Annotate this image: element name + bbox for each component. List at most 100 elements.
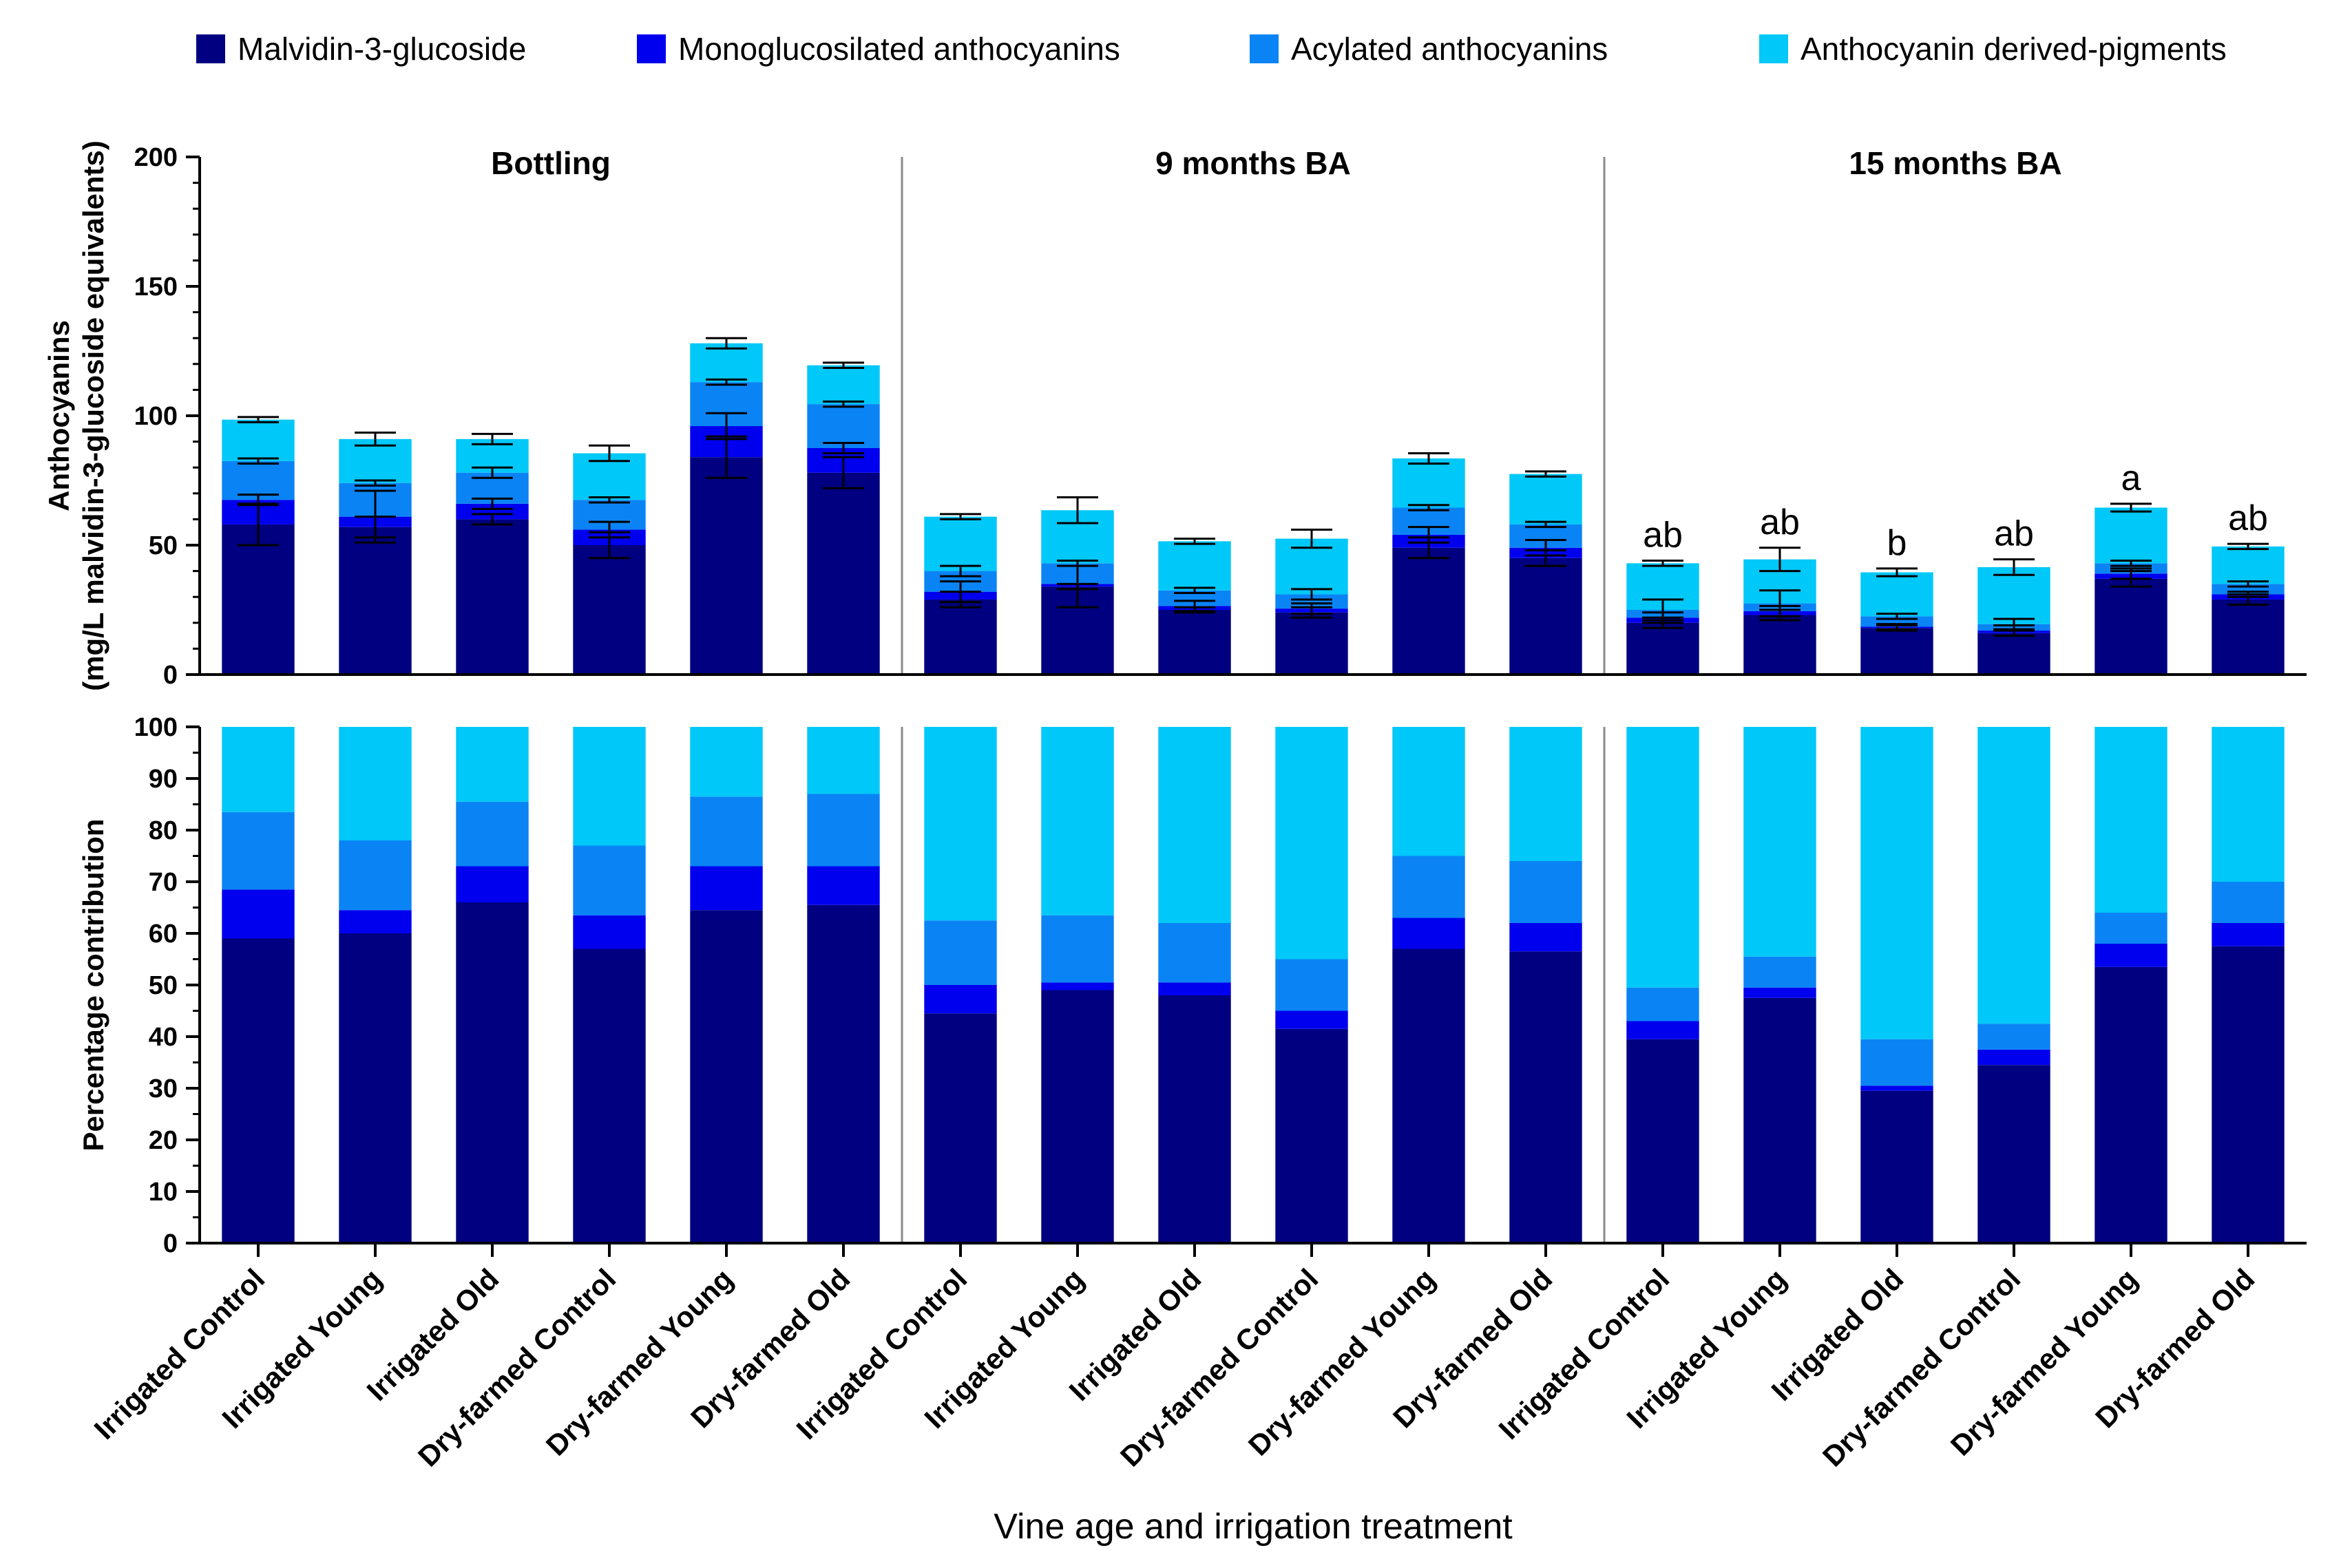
bar-percentage-6-series-2 bbox=[807, 866, 880, 905]
y-tick-label-percentage-10: 10 bbox=[149, 1178, 178, 1207]
bar-absolute-15-series-1 bbox=[1860, 628, 1933, 675]
bar-absolute-2-series-1 bbox=[339, 527, 412, 675]
y-tick-label-percentage-100: 100 bbox=[134, 713, 178, 742]
bar-percentage-11-series-3 bbox=[1392, 856, 1465, 918]
bar-absolute-11-series-1 bbox=[1392, 547, 1465, 675]
bar-percentage-8-series-3 bbox=[1041, 915, 1114, 983]
bar-percentage-2-series-4 bbox=[339, 727, 412, 840]
x-tick-label-4: Dry-farmed Control bbox=[412, 1262, 622, 1473]
legend-label-3: Acylated anthocyanins bbox=[1291, 31, 1608, 67]
bar-absolute-9-series-1 bbox=[1158, 610, 1231, 675]
bar-percentage-9-series-2 bbox=[1158, 982, 1231, 995]
bar-absolute-7-series-4 bbox=[924, 516, 997, 571]
bar-absolute-9-series-3 bbox=[1158, 590, 1231, 606]
significance-label-18: ab bbox=[2228, 498, 2268, 538]
y-tick-label-percentage-30: 30 bbox=[149, 1074, 178, 1103]
bar-percentage-3-series-4 bbox=[456, 727, 529, 802]
bar-absolute-12-series-4 bbox=[1509, 474, 1582, 525]
bar-absolute-1-series-1 bbox=[222, 524, 295, 675]
bar-percentage-11-series-1 bbox=[1392, 949, 1465, 1243]
bar-percentage-5-series-4 bbox=[690, 727, 763, 797]
bar-percentage-17-series-4 bbox=[2095, 727, 2167, 913]
bar-absolute-7-series-1 bbox=[924, 599, 997, 675]
bar-percentage-7-series-4 bbox=[924, 727, 997, 921]
panel-percentage: 0 10 20 30 40 50 60 70 80 90 100 Percentage contrib… bbox=[77, 713, 2307, 1258]
bar-absolute-6-series-3 bbox=[807, 404, 880, 448]
bar-absolute-6-series-4 bbox=[807, 365, 880, 405]
legend-swatch-2 bbox=[637, 34, 666, 63]
bar-percentage-18-series-1 bbox=[2212, 946, 2285, 1243]
y-tick-label-absolute-50: 50 bbox=[149, 531, 178, 560]
bar-percentage-4-series-4 bbox=[573, 727, 646, 846]
y-tick-label-percentage-60: 60 bbox=[149, 920, 178, 949]
bar-percentage-14-series-4 bbox=[1743, 727, 1816, 957]
bar-absolute-1-series-4 bbox=[222, 419, 295, 461]
bar-absolute-10-series-3 bbox=[1275, 594, 1348, 609]
bar-percentage-12-series-2 bbox=[1509, 923, 1582, 952]
bar-percentage-16-series-1 bbox=[1977, 1065, 2050, 1243]
legend-swatch-3 bbox=[1250, 34, 1279, 63]
bar-percentage-17-series-2 bbox=[2095, 944, 2167, 967]
bar-percentage-13-series-4 bbox=[1626, 727, 1699, 988]
bar-absolute-10-series-1 bbox=[1275, 612, 1348, 675]
y-tick-label-percentage-70: 70 bbox=[149, 868, 178, 897]
y-axis-title-line2-absolute: (mg/L malvidin-3-glucoside equivalents) bbox=[77, 140, 109, 691]
y-tick-label-percentage-0: 0 bbox=[163, 1229, 178, 1258]
bar-percentage-4-series-3 bbox=[573, 845, 646, 915]
bar-absolute-13-series-1 bbox=[1626, 622, 1699, 675]
bar-percentage-4-series-2 bbox=[573, 915, 646, 949]
y-axis-title-line1-absolute: Anthocyanins bbox=[43, 320, 75, 511]
bar-percentage-8-series-2 bbox=[1041, 982, 1114, 990]
y-tick-label-percentage-90: 90 bbox=[149, 765, 178, 794]
bar-absolute-6-series-1 bbox=[807, 472, 880, 675]
bar-percentage-10-series-4 bbox=[1275, 727, 1348, 960]
group-title-3: 15 months BA bbox=[1849, 145, 2061, 181]
bar-percentage-2-series-3 bbox=[339, 840, 412, 911]
bar-percentage-10-series-1 bbox=[1275, 1028, 1348, 1243]
bar-absolute-16-series-4 bbox=[1977, 566, 2050, 624]
bar-percentage-18-series-4 bbox=[2212, 727, 2285, 882]
bar-percentage-8-series-1 bbox=[1041, 990, 1114, 1243]
bar-percentage-12-series-1 bbox=[1509, 951, 1582, 1243]
bar-absolute-4-series-1 bbox=[573, 545, 646, 675]
bar-percentage-6-series-1 bbox=[807, 904, 880, 1243]
x-tick-label-16: Dry-farmed Control bbox=[1816, 1262, 2027, 1473]
x-axis-title: Vine age and irrigation treatment bbox=[994, 1507, 1513, 1547]
y-tick-label-percentage-50: 50 bbox=[149, 971, 178, 1000]
bar-absolute-11-series-4 bbox=[1392, 458, 1465, 508]
bar-absolute-17-series-1 bbox=[2095, 578, 2167, 675]
bar-percentage-12-series-4 bbox=[1509, 727, 1582, 861]
group-title-2: 9 months BA bbox=[1155, 145, 1351, 181]
significance-label-13: ab bbox=[1643, 516, 1683, 555]
bar-percentage-13-series-3 bbox=[1626, 987, 1699, 1021]
bar-percentage-7-series-3 bbox=[924, 920, 997, 985]
bar-percentage-6-series-4 bbox=[807, 727, 880, 794]
bar-percentage-17-series-1 bbox=[2095, 966, 2167, 1243]
bar-percentage-17-series-3 bbox=[2095, 913, 2167, 944]
significance-label-15: b bbox=[1887, 523, 1907, 563]
bar-percentage-15-series-2 bbox=[1860, 1085, 1933, 1091]
bar-percentage-15-series-3 bbox=[1860, 1039, 1933, 1086]
bar-percentage-13-series-2 bbox=[1626, 1021, 1699, 1039]
legend-swatch-4 bbox=[1759, 34, 1788, 63]
group-title-1: Bottling bbox=[491, 145, 611, 181]
significance-label-17: a bbox=[2121, 458, 2141, 498]
y-tick-label-percentage-20: 20 bbox=[149, 1126, 178, 1155]
legend: Malvidin-3-glucoside Monoglucosilated ant… bbox=[196, 31, 2227, 67]
bar-absolute-14-series-1 bbox=[1743, 615, 1816, 675]
significance-label-14: ab bbox=[1760, 502, 1800, 542]
bar-percentage-16-series-3 bbox=[1977, 1024, 2050, 1050]
bar-percentage-3-series-1 bbox=[456, 902, 529, 1243]
y-tick-label-absolute-150: 150 bbox=[134, 273, 178, 301]
bar-percentage-14-series-1 bbox=[1743, 997, 1816, 1243]
bar-percentage-14-series-2 bbox=[1743, 987, 1816, 998]
bar-percentage-12-series-3 bbox=[1509, 861, 1582, 923]
bar-percentage-10-series-3 bbox=[1275, 959, 1348, 1011]
panel-absolute: ab ab b ab a ab Bottling 9 months BA 15 months B… bbox=[43, 140, 2307, 691]
bar-percentage-9-series-1 bbox=[1158, 995, 1231, 1243]
legend-swatch-1 bbox=[196, 34, 225, 63]
bar-absolute-18-series-1 bbox=[2212, 599, 2285, 675]
bar-absolute-12-series-1 bbox=[1509, 558, 1582, 675]
